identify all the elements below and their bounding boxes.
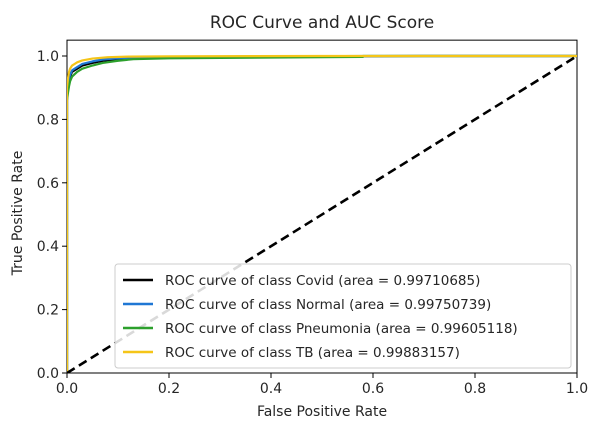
x-axis-label: False Positive Rate <box>257 404 387 420</box>
legend: ROC curve of class Covid (area = 0.99710… <box>114 263 572 369</box>
y-tick-label: 0.4 <box>37 239 59 255</box>
series-line-2 <box>67 54 577 373</box>
y-tick-label: 0.6 <box>37 176 59 192</box>
legend-entry-3: ROC curve of class TB (area = 0.99883157… <box>165 345 460 361</box>
y-tick-label: 1.0 <box>37 49 59 65</box>
y-tick-label: 0.2 <box>37 303 59 319</box>
plot-area: 0.0 0.2 0.4 0.6 0.8 1.0 0.0 0.2 0.4 0.6 0.8 1.0 ROC … <box>37 39 588 397</box>
y-tick-label: 0.8 <box>37 112 59 128</box>
x-tick-label: 0.4 <box>260 381 282 397</box>
x-tick-label: 1.0 <box>566 381 588 397</box>
series-line-3 <box>67 54 577 373</box>
x-tick-label: 0.6 <box>362 381 384 397</box>
x-tick-label: 0.0 <box>56 381 78 397</box>
x-tick-label: 0.2 <box>158 381 180 397</box>
y-axis-label: True Positive Rate <box>10 151 26 277</box>
legend-box <box>114 263 572 369</box>
y-tick-label: 0.0 <box>37 366 59 382</box>
legend-entry-0: ROC curve of class Covid (area = 0.99710… <box>165 273 480 289</box>
chart-title: ROC Curve and AUC Score <box>210 13 434 33</box>
legend-entry-2: ROC curve of class Pneumonia (area = 0.9… <box>165 321 518 337</box>
x-tick-label: 0.8 <box>464 381 486 397</box>
legend-entry-1: ROC curve of class Normal (area = 0.9975… <box>165 297 491 313</box>
